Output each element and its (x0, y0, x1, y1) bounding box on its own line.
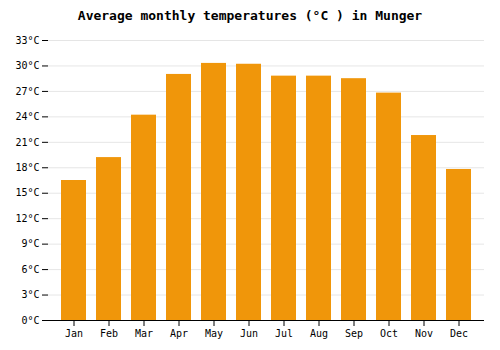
svg-text:15°C: 15°C (15, 187, 39, 198)
svg-text:Jul: Jul (275, 328, 293, 339)
svg-text:Apr: Apr (170, 328, 188, 339)
svg-text:33°C: 33°C (15, 35, 39, 46)
svg-text:May: May (205, 328, 223, 339)
svg-text:9°C: 9°C (21, 238, 39, 249)
svg-text:3°C: 3°C (21, 289, 39, 300)
svg-text:21°C: 21°C (15, 137, 39, 148)
svg-text:24°C: 24°C (15, 111, 39, 122)
svg-text:Jan: Jan (65, 328, 83, 339)
svg-text:Jun: Jun (240, 328, 258, 339)
svg-text:Sep: Sep (345, 328, 363, 339)
svg-text:6°C: 6°C (21, 264, 39, 275)
svg-text:30°C: 30°C (15, 60, 39, 71)
svg-text:Oct: Oct (380, 328, 398, 339)
svg-text:18°C: 18°C (15, 162, 39, 173)
svg-text:Dec: Dec (450, 328, 468, 339)
svg-text:12°C: 12°C (15, 213, 39, 224)
svg-text:Nov: Nov (415, 328, 433, 339)
svg-text:0°C: 0°C (21, 315, 39, 326)
svg-text:Feb: Feb (100, 328, 118, 339)
svg-text:Mar: Mar (135, 328, 153, 339)
html-text:Average monthly temperatures (: Average monthly temperatures (°C ) in Mu… (77, 8, 423, 23)
svg-text:27°C: 27°C (15, 86, 39, 97)
svg-text:Aug: Aug (310, 328, 328, 339)
